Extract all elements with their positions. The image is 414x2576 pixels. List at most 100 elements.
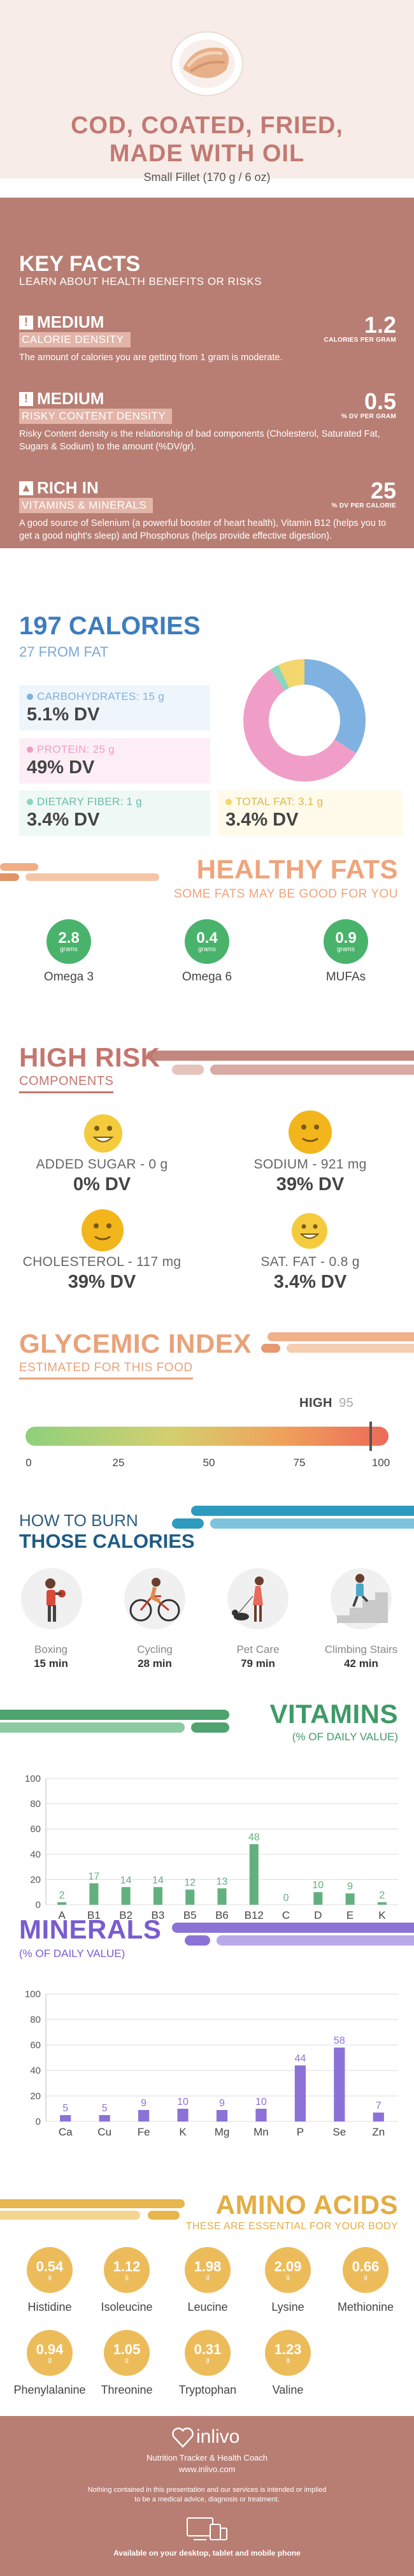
isoleucine-value: 1.12 [113, 2258, 141, 2274]
leucine-circle: 1.98 g [185, 2247, 231, 2293]
added-sugar-dv: 0% DV [73, 1174, 131, 1195]
vm-number: 25 [370, 477, 396, 504]
calories-from-fat: 27 FROM FAT [19, 644, 109, 660]
vitamin-value-label: 14 [152, 1875, 164, 1886]
histidine-value: 0.54 [36, 2258, 64, 2274]
fat-label: TOTAL FAT: 3.1 g [236, 796, 324, 808]
fiber-label: DIETARY FIBER: 1 g [37, 796, 143, 808]
vitamin-value-label: 9 [347, 1881, 353, 1892]
vitamins-minerals-block: ▲ RICH IN VITAMINS & MINERALS A good sour… [19, 478, 401, 542]
valine-unit: g [286, 2356, 290, 2364]
gi-reading: HIGH 95 [299, 1396, 353, 1411]
high-risk-title: HIGH RISK [19, 1042, 161, 1072]
vitamin-category-label: A [58, 1909, 66, 1921]
vitamin-ytick: 20 [30, 1874, 41, 1885]
fiber-dv: 3.4% DV [27, 810, 100, 830]
vitamin-bar-B5 [185, 1889, 195, 1905]
mineral-bar-Ca [60, 2115, 71, 2121]
methionine-value: 0.66 [352, 2258, 380, 2274]
protein-dot-icon [27, 746, 33, 753]
mineral-category-label: P [297, 2126, 304, 2138]
isoleucine-circle: 1.12 g [104, 2247, 150, 2293]
lysine-unit: g [286, 2273, 290, 2281]
vitamin-ytick: 100 [25, 1773, 41, 1784]
lysine-value: 2.09 [274, 2258, 302, 2274]
vm-unit: % DV PER CALORIE [331, 502, 396, 509]
mineral-category-label: Fe [138, 2126, 150, 2138]
key-facts-subtitle: LEARN ABOUT HEALTH BENEFITS OR RISKS [19, 275, 262, 287]
disclaimer-line-2: to be a medical advice, diagnosis or tre… [134, 2496, 280, 2503]
carbs-dv: 5.1% DV [27, 704, 100, 725]
fiber-dot-icon [27, 799, 33, 805]
macro-donut-chart [243, 659, 366, 782]
gi-tick-25: 25 [112, 1457, 125, 1469]
density-unit: CALORIES PER GRAM [324, 337, 396, 344]
isoleucine-unit: g [125, 2273, 129, 2281]
page-title: COD, COATED, FRIED, MADE WITH OIL [0, 112, 414, 168]
risky-number: 0.5 [364, 388, 396, 414]
mineral-bar-K [177, 2109, 189, 2121]
glycemic-title: GLYCEMIC INDEX [19, 1328, 252, 1358]
mineral-value-label: 7 [376, 2100, 382, 2111]
boxing-icon [21, 1568, 82, 1629]
mineral-bar-P [294, 2065, 306, 2121]
minerals-bar-chart: 0 20 40 60 80 100 5 Ca 5 Cu 9 Fe 10 K 9 Mg 10 Mn 44 P 58 Se 7 Z… [25, 1989, 398, 2138]
vitamins-minerals-value: 25 % DV PER CALORIE [331, 477, 396, 510]
stairs-time: 42 min [344, 1657, 378, 1670]
warning-icon: ! [19, 315, 33, 330]
donut-slice-fiber [271, 665, 290, 691]
tryptophan-circle: 0.31 g [185, 2330, 231, 2376]
risky-content-value: 0.5 % DV PER GRAM [341, 388, 396, 421]
key-facts-title: KEY FACTS [19, 252, 141, 276]
threonine-value: 1.05 [113, 2341, 141, 2357]
mineral-category-label: K [179, 2126, 187, 2138]
leaf-icon: ▲ [19, 481, 33, 495]
lysine-circle: 2.09 g [265, 2247, 311, 2293]
vitamin-category-label: E [346, 1909, 353, 1921]
calorie-density-value: 1.2 CALORIES PER GRAM [324, 314, 396, 344]
vitamin-bar-E [345, 1893, 355, 1905]
vitamin-bar-B6 [217, 1888, 227, 1905]
vitamins-bar-chart: 0 20 40 60 80 100 2 A 17 B1 14 B2 14 B3 12 B5 13 B6 48 B12 0… [25, 1773, 398, 1921]
mineral-category-label: Mn [253, 2126, 269, 2138]
omega3-unit: grams [60, 945, 78, 953]
vitamin-bar-A [57, 1902, 67, 1905]
mineral-category-label: Se [332, 2126, 346, 2138]
methionine-label: Methionine [337, 2301, 394, 2313]
devices-icon [187, 2517, 227, 2540]
histidine-circle: 0.54 g [27, 2247, 73, 2293]
gi-tick-75: 75 [293, 1457, 306, 1469]
risky-description: Risky Content density is the relationshi… [19, 429, 380, 452]
vitamin-value-label: 0 [283, 1893, 289, 1903]
added-sugar-label: ADDED SUGAR - 0 g [36, 1157, 168, 1172]
vm-level: RICH IN [37, 478, 99, 497]
vitamin-value-label: 14 [120, 1875, 132, 1886]
vitamin-value-label: 12 [184, 1877, 196, 1888]
calorie-density-block: ! MEDIUM CALORIE DENSITY The amount of ca… [19, 312, 401, 364]
phenylalanine-value: 0.94 [36, 2341, 64, 2357]
warning-icon: ! [19, 391, 33, 406]
vitamin-value-label: 17 [89, 1871, 100, 1882]
burn-banner-decoration [172, 1506, 414, 1529]
vitamin-bar-B2 [121, 1887, 131, 1905]
brand-logo[interactable]: inlivo [196, 2426, 240, 2447]
minerals-title: MINERALS [19, 1914, 162, 1944]
cholesterol-dv: 39% DV [68, 1272, 136, 1292]
histidine-label: Histidine [27, 2301, 72, 2313]
disclaimer-line-1: Nothing contained in this presentation a… [87, 2486, 327, 2494]
fat-dot-icon [225, 799, 232, 805]
leucine-unit: g [206, 2273, 210, 2281]
pet-care-time: 79 min [241, 1657, 275, 1670]
sodium-dv: 39% DV [276, 1174, 345, 1195]
vitamin-value-label: 13 [217, 1876, 228, 1887]
brand-url[interactable]: www.inlivo.com [178, 2464, 236, 2474]
isoleucine-label: Isoleucine [101, 2301, 153, 2313]
mineral-value-label: 10 [177, 2097, 189, 2107]
vitamin-category-label: B3 [152, 1909, 165, 1921]
vitamin-category-label: C [282, 1909, 290, 1921]
heart-logo-icon [172, 2427, 194, 2448]
mufas-label: MUFAs [325, 970, 366, 984]
omega3-label: Omega 3 [43, 970, 94, 984]
amino-title: AMINO ACIDS [215, 2190, 398, 2220]
vm-description: A good source of Selenium (a powerful bo… [19, 518, 387, 541]
